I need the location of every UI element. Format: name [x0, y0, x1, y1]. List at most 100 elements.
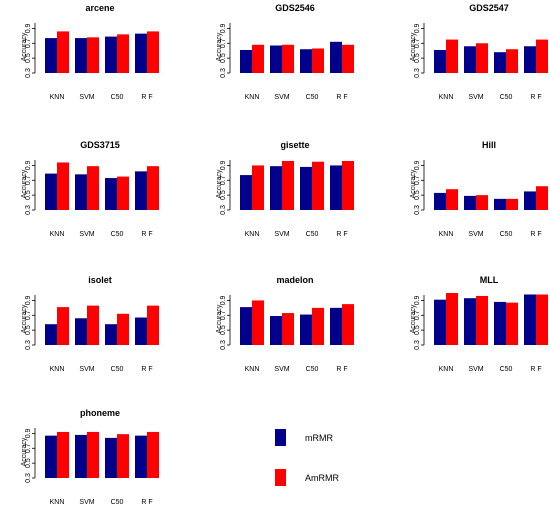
- bar-mll-mrmr-c50: [494, 301, 506, 345]
- y-tick-label: 0.9: [25, 23, 32, 33]
- y-axis-label: Accuracy: [410, 304, 417, 333]
- bar-madelon-mrmr-knn: [240, 307, 252, 345]
- panel-title: GDS3715: [80, 140, 120, 150]
- panels-group: arcene Accuracy 0.3 0.5 0.7 0.9 KNN SVM C50 R F GD…: [21, 3, 548, 506]
- bar-gds2547-amrmr-svm: [476, 43, 488, 73]
- x-tick-label: SVM: [274, 231, 289, 238]
- bar-phoneme-mrmr-knn: [45, 435, 57, 478]
- y-tick-label: 0.7: [25, 443, 32, 453]
- panel-gds3715: GDS3715 Accuracy 0.3 0.5 0.7 0.9 KNN SVM C50 R F: [21, 140, 159, 238]
- y-tick-label: 0.5: [414, 325, 421, 335]
- legend-label-amrmr: AmRMR: [305, 473, 339, 483]
- x-tick-label: R F: [336, 231, 347, 238]
- bar-hill-amrmr-svm: [476, 195, 488, 210]
- bar-gds2546-amrmr-rf: [342, 44, 354, 73]
- bar-phoneme-mrmr-c50: [105, 437, 117, 478]
- legend-swatch-amrmr: [275, 469, 286, 486]
- x-tick-label: C50: [306, 231, 319, 238]
- bar-madelon-mrmr-c50: [300, 314, 312, 345]
- bar-arcene-amrmr-rf: [147, 31, 159, 73]
- y-tick-label: 0.3: [25, 340, 32, 350]
- bar-arcene-mrmr-c50: [105, 36, 117, 73]
- bar-arcene-amrmr-knn: [57, 31, 69, 73]
- y-tick-label: 0.5: [220, 325, 227, 335]
- bar-hill-amrmr-c50: [506, 198, 518, 210]
- panel-gds2546: GDS2546 Accuracy 0.3 0.5 0.7 0.9 KNN SVM C50 R F: [216, 3, 354, 101]
- bar-gisette-mrmr-rf: [330, 165, 342, 210]
- y-axis-label: Accuracy: [410, 32, 417, 61]
- bar-gds3715-mrmr-svm: [75, 174, 87, 210]
- bar-gisette-mrmr-knn: [240, 175, 252, 210]
- legend-label-mrmr: mRMR: [305, 433, 333, 443]
- panel-title: phoneme: [80, 408, 120, 418]
- bar-isolet-amrmr-c50: [117, 313, 129, 345]
- bar-gds2547-mrmr-rf: [524, 46, 536, 73]
- y-tick-label: 0.5: [220, 53, 227, 63]
- x-tick-label: R F: [530, 231, 541, 238]
- bar-isolet-mrmr-rf: [135, 317, 147, 345]
- bar-madelon-mrmr-svm: [270, 316, 282, 345]
- x-tick-label: SVM: [79, 499, 94, 506]
- y-tick-label: 0.3: [414, 340, 421, 350]
- y-axis-label: Accuracy: [21, 32, 28, 61]
- bar-gds2547-amrmr-rf: [536, 39, 548, 73]
- x-tick-label: R F: [530, 94, 541, 101]
- bar-arcene-amrmr-svm: [87, 37, 99, 73]
- y-tick-label: 0.9: [414, 160, 421, 170]
- panel-title: arcene: [85, 3, 114, 13]
- y-tick-label: 0.5: [414, 190, 421, 200]
- y-axis-label: Accuracy: [410, 169, 417, 198]
- x-tick-label: R F: [336, 366, 347, 373]
- bar-phoneme-amrmr-knn: [57, 431, 69, 478]
- x-tick-label: R F: [141, 231, 152, 238]
- bar-madelon-amrmr-svm: [282, 313, 294, 345]
- x-tick-label: KNN: [245, 366, 260, 373]
- bar-phoneme-amrmr-c50: [117, 434, 129, 478]
- y-tick-label: 0.9: [414, 295, 421, 305]
- x-tick-label: C50: [111, 231, 124, 238]
- bar-hill-mrmr-knn: [434, 192, 446, 210]
- bar-gds2547-amrmr-c50: [506, 49, 518, 73]
- bar-hill-amrmr-rf: [536, 186, 548, 210]
- x-tick-label: C50: [500, 231, 513, 238]
- x-tick-label: C50: [111, 94, 124, 101]
- panel-title: madelon: [276, 275, 313, 285]
- y-tick-label: 0.3: [25, 473, 32, 483]
- bar-gds2547-mrmr-svm: [464, 46, 476, 73]
- bar-madelon-mrmr-rf: [330, 307, 342, 345]
- legend: mRMR AmRMR: [275, 429, 339, 486]
- bar-mll-amrmr-svm: [476, 295, 488, 345]
- panel-title: Hill: [482, 140, 496, 150]
- bar-mll-amrmr-knn: [446, 293, 458, 345]
- bar-phoneme-mrmr-svm: [75, 434, 87, 478]
- x-tick-label: SVM: [468, 366, 483, 373]
- bar-isolet-amrmr-knn: [57, 307, 69, 345]
- y-tick-label: 0.5: [220, 190, 227, 200]
- x-tick-label: SVM: [274, 366, 289, 373]
- x-tick-label: KNN: [439, 94, 454, 101]
- bar-isolet-mrmr-knn: [45, 324, 57, 345]
- x-tick-label: C50: [500, 94, 513, 101]
- bar-gds3715-mrmr-knn: [45, 173, 57, 210]
- y-tick-label: 0.9: [414, 23, 421, 33]
- y-tick-label: 0.3: [414, 205, 421, 215]
- bar-isolet-amrmr-svm: [87, 305, 99, 345]
- y-tick-label: 0.3: [25, 205, 32, 215]
- y-tick-label: 0.9: [220, 160, 227, 170]
- y-axis-label: Accuracy: [21, 169, 28, 198]
- x-tick-label: KNN: [439, 231, 454, 238]
- bar-gds3715-mrmr-c50: [105, 178, 117, 210]
- y-tick-label: 0.5: [25, 325, 32, 335]
- bar-gds3715-amrmr-knn: [57, 162, 69, 210]
- legend-swatch-mrmr: [275, 429, 286, 446]
- bar-hill-amrmr-knn: [446, 189, 458, 210]
- y-tick-label: 0.3: [220, 68, 227, 78]
- x-tick-label: KNN: [50, 231, 65, 238]
- y-tick-label: 0.9: [25, 295, 32, 305]
- bar-phoneme-amrmr-svm: [87, 431, 99, 478]
- panel-gisette: gisette Accuracy 0.3 0.5 0.7 0.9 KNN SVM C50 R F: [216, 140, 354, 238]
- bar-phoneme-amrmr-rf: [147, 431, 159, 478]
- bar-madelon-amrmr-c50: [312, 307, 324, 345]
- bar-arcene-mrmr-knn: [45, 38, 57, 73]
